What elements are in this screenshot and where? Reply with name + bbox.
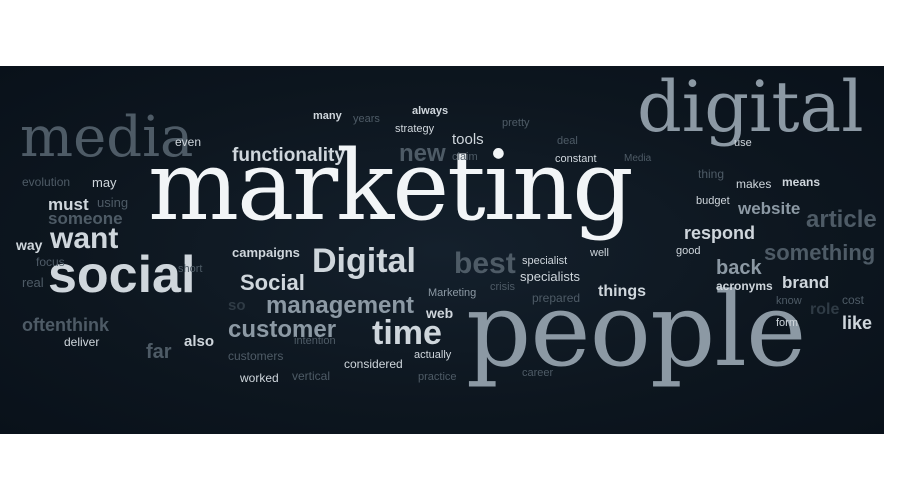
word-practice: practice bbox=[418, 371, 457, 383]
word-marketing: marketing bbox=[148, 130, 634, 242]
word-functionality: functionality bbox=[232, 145, 345, 166]
word-best: best bbox=[454, 247, 516, 280]
word-people: people bbox=[466, 271, 806, 390]
word-cloud: marketing people digital media social wa… bbox=[0, 66, 884, 434]
word-something: something bbox=[764, 240, 876, 265]
word-management: management bbox=[266, 292, 415, 319]
word-specialist: specialist bbox=[522, 255, 568, 267]
word-role: role bbox=[810, 301, 840, 318]
word-constant: constant bbox=[555, 153, 597, 165]
word-tools: tools bbox=[452, 131, 484, 148]
word-want: want bbox=[50, 222, 119, 255]
word-intention: intention bbox=[294, 335, 336, 347]
word-vertical: vertical bbox=[292, 369, 331, 383]
word-digital-mid: Digital bbox=[312, 242, 416, 280]
word-short: short bbox=[178, 263, 203, 275]
word-crisis: crisis bbox=[490, 281, 516, 293]
word-marketing-small: Marketing bbox=[428, 287, 477, 299]
word-far: far bbox=[146, 341, 172, 363]
word-means: means bbox=[782, 175, 821, 189]
word-makes: makes bbox=[736, 177, 772, 191]
word-specialists: specialists bbox=[520, 269, 580, 284]
word-customers: customers bbox=[228, 349, 284, 363]
word-so: so bbox=[228, 297, 246, 314]
word-social-small: Social bbox=[240, 270, 305, 295]
word-budget: budget bbox=[696, 195, 730, 207]
word-back: back bbox=[716, 257, 762, 279]
word-even: even bbox=[175, 135, 202, 149]
word-new: new bbox=[399, 140, 446, 167]
word-must: must bbox=[48, 195, 89, 214]
word-considered: considered bbox=[344, 357, 403, 371]
word-years: years bbox=[353, 113, 380, 125]
word-social: social bbox=[48, 246, 196, 304]
word-form: form bbox=[776, 317, 798, 329]
word-always: always bbox=[412, 105, 449, 117]
word-using: using bbox=[97, 195, 129, 210]
word-prepared: prepared bbox=[532, 291, 581, 305]
word-use: use bbox=[734, 137, 752, 149]
word-website: website bbox=[738, 199, 801, 218]
word-cost: cost bbox=[842, 293, 865, 307]
word-know: know bbox=[776, 295, 802, 307]
word-pretty: pretty bbox=[502, 117, 530, 129]
word-like: like bbox=[842, 313, 873, 333]
word-thing: thing bbox=[698, 167, 725, 181]
word-media: media bbox=[20, 105, 194, 170]
word-things: things bbox=[598, 283, 646, 300]
word-focus: focus bbox=[36, 255, 65, 269]
word-worked: worked bbox=[240, 371, 279, 385]
word-deliver: deliver bbox=[64, 335, 100, 349]
word-good: good bbox=[676, 245, 701, 257]
word-claim: claim bbox=[452, 151, 478, 163]
word-brand: brand bbox=[782, 273, 830, 292]
word-respond: respond bbox=[684, 223, 756, 243]
word-campaigns: campaigns bbox=[232, 245, 300, 260]
word-way: way bbox=[16, 237, 43, 253]
word-customer: customer bbox=[228, 316, 337, 343]
word-web: web bbox=[426, 305, 454, 321]
word-time: time bbox=[372, 314, 442, 352]
word-acronyms: acronyms bbox=[716, 279, 773, 293]
word-evolution: evolution bbox=[22, 175, 71, 189]
word-deal: deal bbox=[557, 135, 578, 147]
word-media-small: Media bbox=[624, 153, 652, 164]
word-well: well bbox=[590, 247, 609, 259]
word-think: think bbox=[66, 315, 109, 335]
word-digital-large: digital bbox=[637, 66, 864, 148]
word-also: also bbox=[184, 333, 215, 350]
word-article: article bbox=[806, 206, 877, 233]
word-strategy: strategy bbox=[395, 123, 435, 135]
word-may: may bbox=[92, 175, 117, 190]
word-many: many bbox=[313, 110, 342, 122]
word-career: career bbox=[522, 367, 554, 379]
word-someone: someone bbox=[48, 209, 123, 228]
word-real: real bbox=[22, 275, 44, 290]
word-actually: actually bbox=[414, 349, 452, 361]
word-often: often bbox=[22, 315, 66, 335]
